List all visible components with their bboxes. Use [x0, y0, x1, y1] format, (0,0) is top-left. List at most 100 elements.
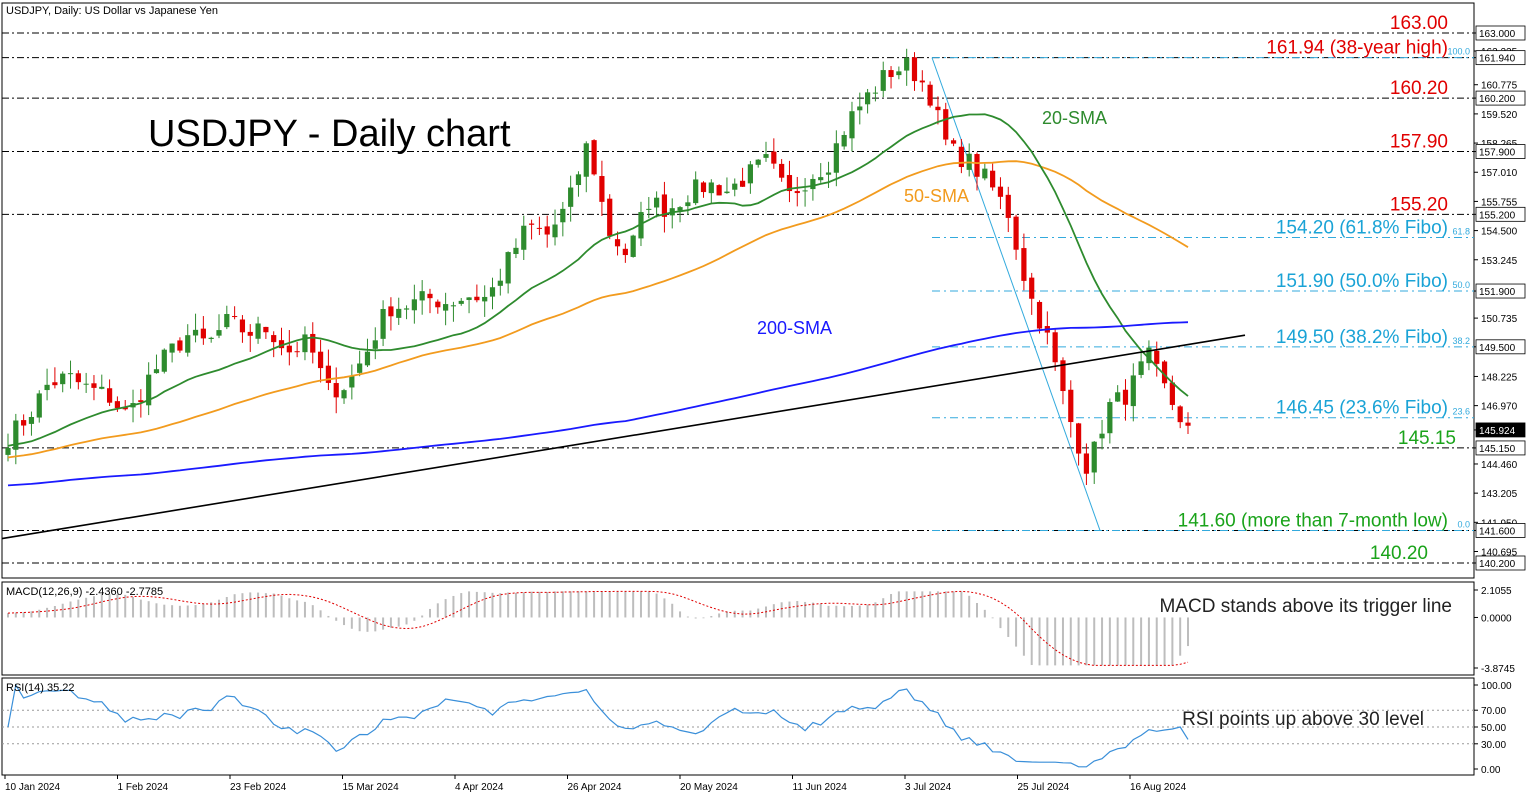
candle-body [380, 308, 386, 339]
candle-body [317, 351, 324, 369]
level-label: 157.90 [1390, 132, 1448, 153]
candle-body [224, 314, 230, 328]
candle-body [1185, 422, 1191, 426]
sma-20-label: 20-SMA [1042, 108, 1107, 128]
fibo-swing-line [931, 57, 1101, 531]
level-label: 161.94 (38-year high) [1266, 38, 1448, 59]
x-tick-label: 15 Mar 2024 [343, 782, 400, 793]
candle-body [904, 57, 910, 71]
candle-body [232, 316, 238, 318]
candle-body [974, 154, 980, 177]
candle-body [505, 252, 511, 284]
candle-body [28, 417, 35, 424]
candle-body [177, 340, 183, 351]
x-tick-label: 16 Aug 2024 [1130, 782, 1187, 793]
candle-body [75, 373, 81, 383]
candle-body [591, 140, 597, 175]
candle-body [278, 340, 285, 349]
candle-body [716, 185, 722, 196]
candle-body [52, 382, 58, 386]
level-label: 160.20 [1390, 78, 1448, 99]
candle-body [583, 143, 589, 177]
y-tick-label: 149.500 [1479, 343, 1516, 354]
ascending-trendline [1, 334, 1246, 540]
fibo-label: 146.45 (23.6% Fibo) [1276, 398, 1448, 419]
candle-body [1107, 402, 1113, 434]
candle-body [1130, 375, 1136, 407]
candle-body [880, 70, 886, 91]
y-tick-box [1475, 144, 1526, 159]
candle-body [943, 109, 949, 140]
candle-body [1060, 360, 1066, 392]
candle-body [357, 363, 363, 373]
candle-body [536, 227, 542, 229]
candle-body [1154, 350, 1160, 364]
x-tick-label: 3 Jul 2024 [905, 782, 952, 793]
y-tick-box [1475, 283, 1526, 299]
y-tick-label: 155.755 [1481, 197, 1518, 208]
candle-body [466, 297, 472, 300]
macd-label: MACD(12,26,9) -2.4360 -2.7785 [6, 586, 163, 598]
candle-body [810, 178, 816, 190]
y-tick-box [1475, 90, 1526, 106]
y-tick-box [1475, 339, 1526, 355]
sma-200-label: 200-SMA [757, 318, 832, 338]
y-tick-label: 143.205 [1481, 489, 1518, 500]
candle-body [1177, 406, 1183, 423]
candle-body [700, 182, 707, 193]
y-tick-label: 157.010 [1481, 168, 1518, 179]
y-tick-label: 150.735 [1481, 314, 1518, 325]
candle-body [646, 208, 652, 210]
candle-body [247, 331, 253, 336]
candle-body [1036, 301, 1043, 329]
y-tick-box [1475, 440, 1526, 456]
candle-body [982, 168, 988, 179]
candle-body [99, 386, 105, 389]
fibo-ratio: 0.0 [1457, 519, 1470, 529]
y-tick-label: 148.225 [1481, 372, 1518, 383]
y-tick-box [1475, 25, 1526, 41]
y-tick-label: 151.900 [1479, 287, 1516, 298]
candle-body [161, 349, 167, 372]
candle-body [857, 106, 863, 111]
candle-body [950, 140, 957, 144]
fibo-ratio: 38.2 [1452, 336, 1470, 346]
candle-body [1068, 389, 1074, 423]
y-tick-label: 159.520 [1481, 110, 1518, 121]
candle-body [302, 334, 308, 353]
instrument-label: USDJPY, Daily: US Dollar vs Japanese Yen [6, 5, 218, 17]
candle-body [403, 308, 410, 310]
candle-body [435, 301, 441, 308]
candle-body [1161, 361, 1168, 384]
candle-body [935, 106, 941, 111]
x-tick-label: 20 May 2024 [680, 782, 738, 793]
y-tick-label: 155.200 [1479, 210, 1516, 221]
rsi-annotation: RSI points up above 30 level [1182, 709, 1424, 730]
fibo-ratio: 50.0 [1452, 280, 1470, 290]
macd-signal-line [7, 590, 1189, 666]
candle-body [122, 406, 128, 410]
x-tick-label: 4 Apr 2024 [455, 782, 504, 793]
y-tick-label: 163.000 [1479, 29, 1516, 40]
candle-body [763, 154, 769, 158]
candle-body [114, 401, 121, 409]
x-tick-label: 10 Jan 2024 [5, 782, 60, 793]
fibo-ratio: 23.6 [1452, 407, 1470, 417]
candle-body [310, 333, 316, 353]
candle-body [841, 134, 847, 147]
candle-body [60, 373, 66, 385]
candle-body [802, 190, 808, 192]
candle-body [888, 70, 894, 77]
candle-body [958, 146, 964, 168]
candle-body [1029, 277, 1035, 299]
candle-body [458, 300, 464, 304]
candle-body [654, 197, 660, 208]
level-label: 155.20 [1390, 194, 1448, 215]
x-tick-label: 25 Jul 2024 [1018, 782, 1070, 793]
candle-body [239, 319, 246, 333]
candle-body [489, 287, 496, 297]
fibo-label: 149.50 (38.2% Fibo) [1276, 327, 1448, 348]
candle-body [450, 305, 457, 307]
candle-body [528, 223, 535, 225]
candle-body [755, 159, 761, 165]
